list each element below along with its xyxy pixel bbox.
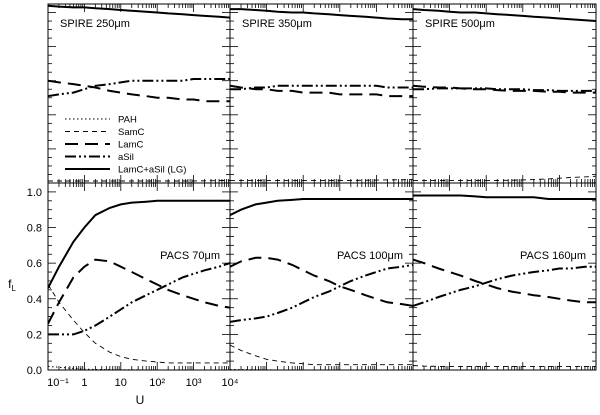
panel-label: SPIRE 500μm [425,18,495,30]
x-tick-label: 10² [149,377,165,389]
legend-label: PAH [118,115,137,126]
panel: PACS 160μm [412,182,597,371]
panel-label: SPIRE 250μm [60,18,130,30]
panel: PACS 100μm [229,182,414,371]
legend-label: SamC [118,127,145,138]
legend-label: LamC+aSil (LG) [118,165,186,176]
series-line-lamc [48,79,230,103]
series-line-lamc [230,256,413,307]
panel-frame [229,182,414,371]
panel-frame [412,182,597,371]
series-line-lamc [48,258,230,325]
series-line-asil [230,84,413,91]
series-line-samc [413,175,596,181]
series-line-lamc-asil-lg- [230,8,413,21]
legend-label: aSil [118,152,134,163]
y-tick-label: 0.8 [27,223,42,235]
series-line-lamc [230,84,413,98]
y-axis-label: fL [8,277,16,293]
series-line-samc [48,284,230,364]
series-line-asil [413,265,596,307]
panel: SPIRE 350μm [229,3,414,184]
x-tick-label: 10³ [186,377,202,389]
panel-label: PACS 70μm [160,250,220,262]
x-axis-label: U [136,393,145,407]
series-line-asil [230,263,413,323]
panel-frame [412,3,597,184]
series-line-asil [413,87,596,92]
x-tick-label: 10⁴ [222,377,239,389]
series-line-lamc [413,258,596,304]
y-tick-label: 0.2 [27,329,42,341]
series-line-samc [413,365,596,367]
panel: PACS 70μm [47,182,231,371]
panel: SPIRE 500μm [412,3,597,184]
x-tick-label: 10 [115,377,127,389]
series-line-lamc-asil-lg- [413,194,596,200]
x-tick-label: 10⁻¹ [47,377,69,389]
y-tick-label: 0.4 [27,294,42,306]
series-line-asil [48,78,230,98]
series-line-pah [48,365,230,370]
y-tick-label: 1.0 [27,187,42,199]
series-line-samc [230,179,413,181]
x-tick-label: 1 [81,377,87,389]
series-line-samc [48,179,230,182]
series-line-lamc-asil-lg- [230,198,413,216]
y-tick-label: 0.6 [27,258,42,270]
panel-label: SPIRE 350μm [242,18,312,30]
legend-label: LamC [118,140,143,151]
panel: SPIRE 250μm [47,3,231,184]
y-tick-label: 0.0 [27,365,42,377]
series-line-lamc-asil-lg- [48,199,230,289]
series-line-lamc-asil-lg- [413,8,596,22]
series-line-samc [230,344,413,366]
series-line-lamc-asil-lg- [48,4,230,19]
panel-label: PACS 160μm [520,250,586,262]
panel-label: PACS 100μm [337,250,403,262]
series-line-asil [48,262,230,336]
